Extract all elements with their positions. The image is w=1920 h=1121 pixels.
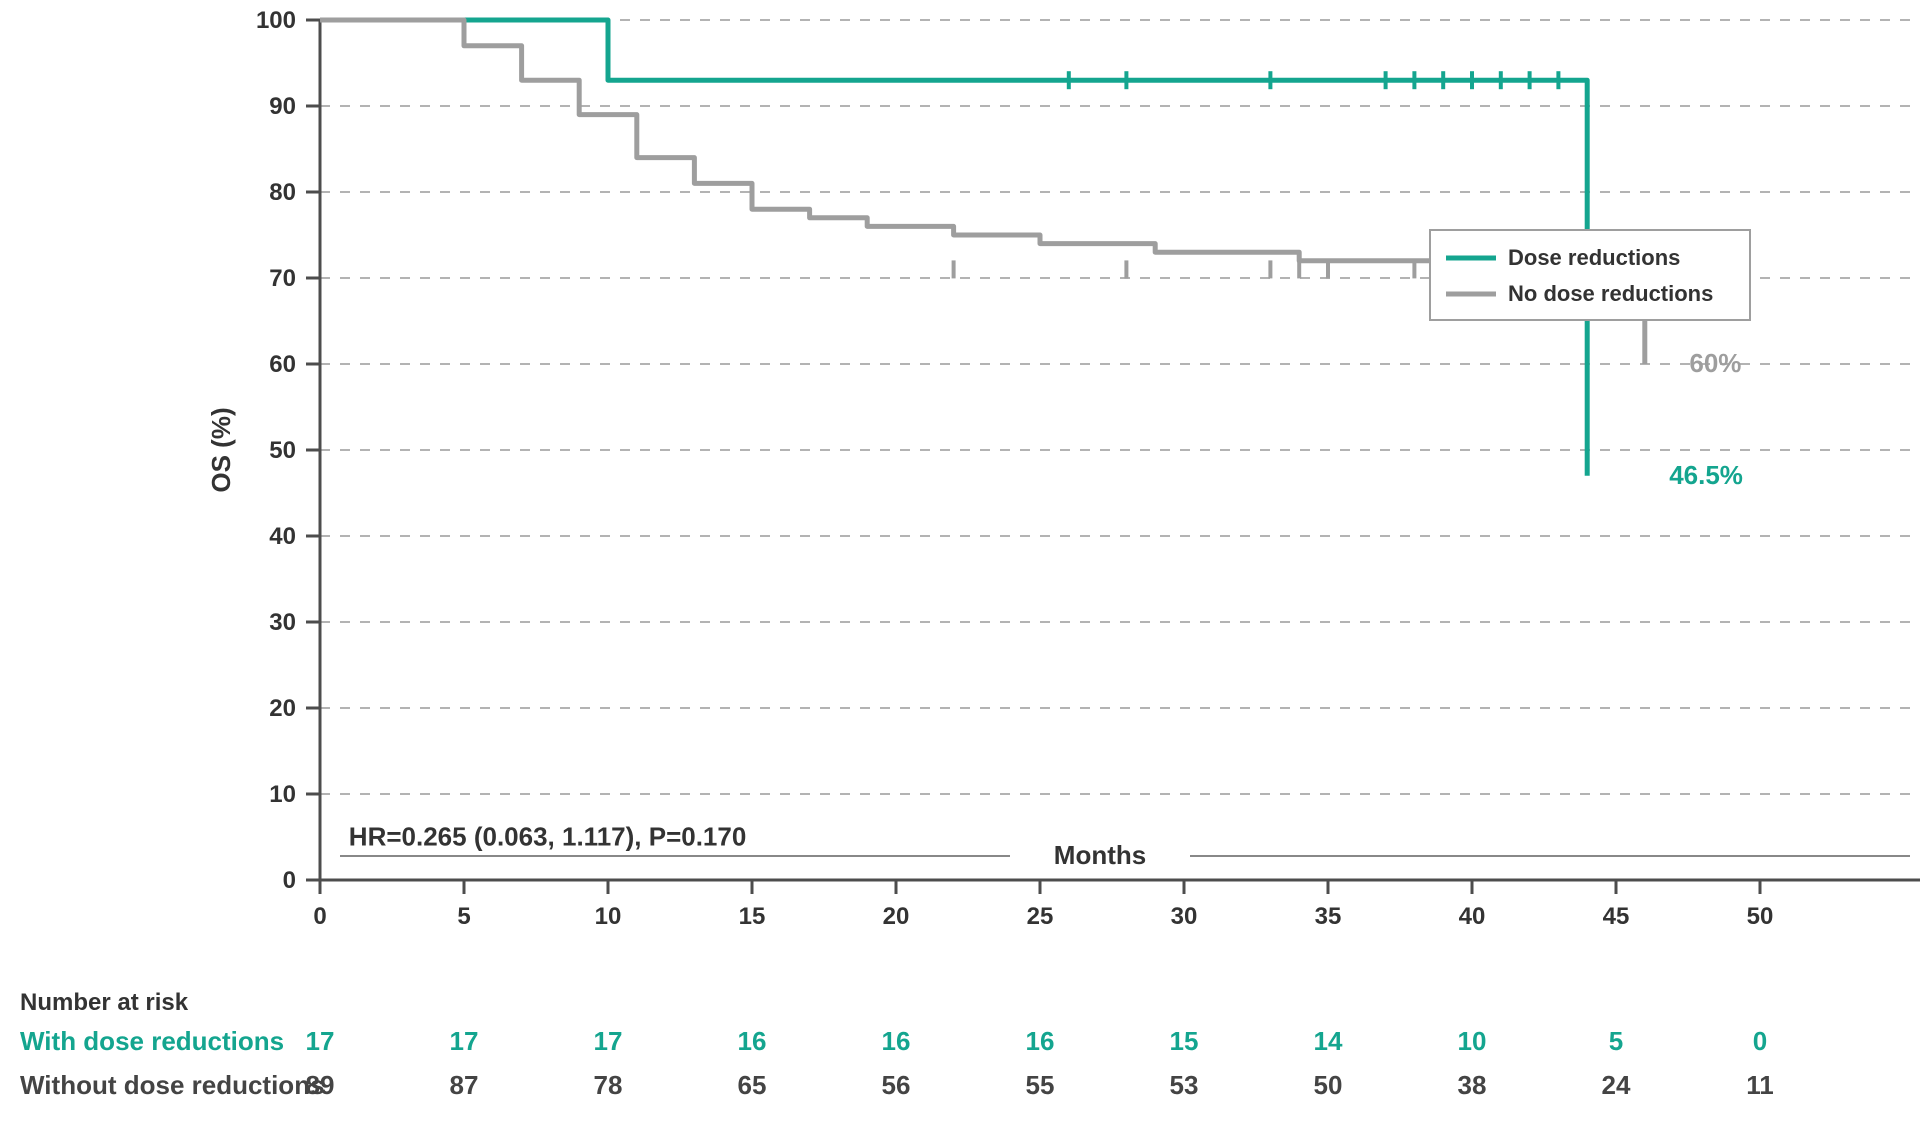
x-tick-label: 0 — [313, 903, 326, 930]
y-tick-label: 80 — [269, 179, 296, 206]
y-tick-label: 0 — [283, 867, 296, 894]
risk-cell: 10 — [1458, 1026, 1487, 1056]
chart-bg — [0, 0, 1920, 1121]
risk-cell: 87 — [450, 1070, 479, 1100]
risk-cell: 17 — [594, 1026, 623, 1056]
final-label-0: 46.5% — [1669, 460, 1743, 490]
legend-label: No dose reductions — [1508, 281, 1713, 306]
x-tick-label: 30 — [1171, 903, 1198, 930]
x-tick-label: 50 — [1747, 903, 1774, 930]
risk-cell: 17 — [306, 1026, 335, 1056]
x-tick-label: 25 — [1027, 903, 1054, 930]
legend-label: Dose reductions — [1508, 245, 1680, 270]
y-tick-label: 100 — [256, 7, 296, 34]
x-axis-title: Months — [1054, 840, 1146, 870]
x-tick-label: 35 — [1315, 903, 1342, 930]
risk-cell: 15 — [1170, 1026, 1199, 1056]
x-tick-label: 15 — [739, 903, 766, 930]
y-axis-title: OS (%) — [206, 407, 236, 492]
x-tick-label: 5 — [457, 903, 470, 930]
risk-cell: 78 — [594, 1070, 623, 1100]
final-label-1: 60% — [1689, 348, 1741, 378]
risk-cell: 89 — [306, 1070, 335, 1100]
risk-cell: 16 — [1026, 1026, 1055, 1056]
risk-cell: 38 — [1458, 1070, 1487, 1100]
x-tick-label: 40 — [1459, 903, 1486, 930]
x-tick-label: 20 — [883, 903, 910, 930]
risk-cell: 55 — [1026, 1070, 1055, 1100]
y-tick-label: 90 — [269, 93, 296, 120]
risk-cell: 24 — [1602, 1070, 1631, 1100]
risk-row-label-1: Without dose reductions — [20, 1070, 325, 1100]
risk-cell: 53 — [1170, 1070, 1199, 1100]
y-tick-label: 70 — [269, 265, 296, 292]
x-tick-label: 10 — [595, 903, 622, 930]
risk-cell: 16 — [738, 1026, 767, 1056]
hr-stat: HR=0.265 (0.063, 1.117), P=0.170 — [349, 822, 747, 852]
risk-cell: 17 — [450, 1026, 479, 1056]
risk-cell: 65 — [738, 1070, 767, 1100]
risk-row-label-0: With dose reductions — [20, 1026, 284, 1056]
y-tick-label: 30 — [269, 609, 296, 636]
risk-cell: 5 — [1609, 1026, 1623, 1056]
legend-box — [1430, 230, 1750, 320]
risk-header: Number at risk — [20, 989, 189, 1016]
risk-cell: 16 — [882, 1026, 911, 1056]
risk-cell: 56 — [882, 1070, 911, 1100]
y-tick-label: 20 — [269, 695, 296, 722]
y-tick-label: 10 — [269, 781, 296, 808]
y-tick-label: 60 — [269, 351, 296, 378]
y-tick-label: 50 — [269, 437, 296, 464]
y-tick-label: 40 — [269, 523, 296, 550]
risk-cell: 14 — [1314, 1026, 1343, 1056]
risk-cell: 0 — [1753, 1026, 1767, 1056]
x-tick-label: 45 — [1603, 903, 1630, 930]
risk-cell: 50 — [1314, 1070, 1343, 1100]
risk-cell: 11 — [1746, 1070, 1774, 1100]
